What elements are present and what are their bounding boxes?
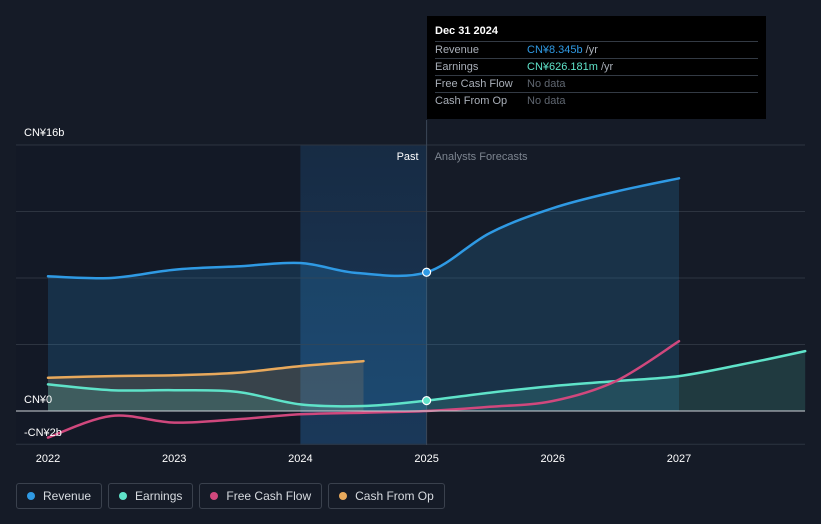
revenue-line — [46, 177, 681, 280]
x-tick-label: 2023 — [162, 453, 186, 465]
tooltip-label: Cash From Op — [435, 95, 508, 107]
tooltip-value: No data — [527, 95, 566, 107]
x-tick-label: 2026 — [541, 453, 565, 465]
tooltip-value: No data — [527, 78, 566, 90]
tooltip-label: Earnings — [435, 61, 479, 73]
tooltip-row-cash-from-op: Cash From Op No data — [435, 92, 758, 109]
legend-label: Revenue — [43, 489, 92, 503]
tooltip-value: CN¥626.181m/yr — [527, 61, 614, 73]
cash-from-op-area — [48, 361, 364, 411]
cash-from-op-line — [46, 359, 365, 380]
earnings-marker — [422, 395, 432, 406]
legend-item-revenue[interactable]: Revenue — [16, 483, 103, 509]
forecast-label: Analysts Forecasts — [435, 151, 528, 163]
tooltip-value: CN¥8.345b/yr — [527, 44, 598, 56]
y-tick-label: CN¥0 — [24, 394, 52, 406]
tooltip-row-free-cash-flow: Free Cash Flow No data — [435, 75, 758, 92]
tooltip-label: Revenue — [435, 44, 480, 56]
x-tick-label: 2022 — [36, 453, 60, 465]
free-cash-flow-line — [46, 339, 681, 439]
earnings-dot-icon — [119, 492, 128, 500]
past-highlight-band — [300, 145, 427, 445]
tooltip: Dec 31 2024 Revenue CN¥8.345b/yr Earning… — [427, 16, 766, 119]
cash-from-op-dot-icon — [339, 492, 348, 500]
tooltip-label: Free Cash Flow — [435, 78, 513, 90]
x-tick-label: 2027 — [667, 453, 691, 465]
legend-label: Free Cash Flow — [226, 489, 312, 503]
x-tick-label: 2025 — [414, 453, 438, 465]
legend-item-earnings[interactable]: Earnings — [108, 483, 194, 509]
y-tick-label: CN¥16b — [24, 127, 64, 139]
legend-item-free-cash-flow[interactable]: Free Cash Flow — [199, 483, 323, 509]
legend-label: Cash From Op — [355, 489, 434, 503]
legend-label: Earnings — [135, 489, 183, 503]
tooltip-date: Dec 31 2024 — [435, 25, 498, 37]
earnings-area — [48, 351, 806, 411]
free-cash-flow-dot-icon — [210, 492, 219, 500]
tooltip-row-earnings: Earnings CN¥626.181m/yr — [435, 58, 758, 75]
revenue-area — [48, 178, 679, 411]
x-tick-label: 2024 — [288, 453, 312, 465]
y-tick-label: -CN¥2b — [24, 427, 62, 439]
revenue-dot-icon — [27, 492, 35, 500]
legend: Revenue Earnings Free Cash Flow Cash Fro… — [16, 483, 445, 511]
tooltip-row-revenue: Revenue CN¥8.345b/yr — [435, 41, 758, 58]
revenue-marker — [422, 267, 432, 277]
past-label: Past — [397, 151, 419, 163]
legend-item-cash-from-op[interactable]: Cash From Op — [328, 483, 445, 509]
